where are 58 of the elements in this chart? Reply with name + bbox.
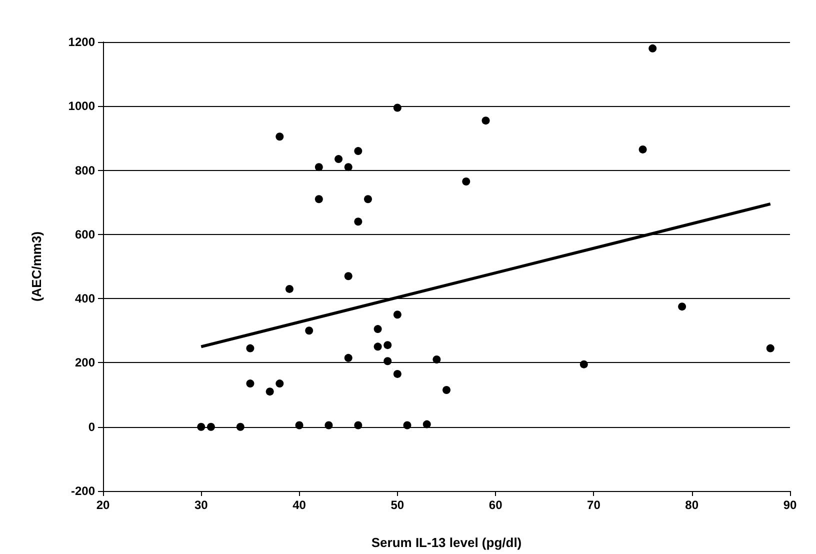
point bbox=[354, 421, 362, 430]
point bbox=[374, 325, 382, 334]
point bbox=[393, 370, 402, 378]
point bbox=[374, 342, 382, 351]
point bbox=[206, 422, 215, 431]
y-tick-label: 400 bbox=[74, 292, 96, 306]
point bbox=[638, 145, 647, 154]
point bbox=[276, 380, 284, 388]
y-tick-label: 600 bbox=[74, 227, 96, 242]
point bbox=[236, 422, 244, 431]
point bbox=[766, 344, 774, 352]
x-tick-label: 50 bbox=[390, 498, 404, 512]
y-tick-label: 800 bbox=[74, 163, 96, 178]
point bbox=[364, 195, 372, 204]
point bbox=[305, 326, 314, 335]
x-tick-label: 20 bbox=[96, 498, 110, 512]
point bbox=[482, 116, 490, 125]
point bbox=[648, 44, 657, 52]
point bbox=[344, 354, 352, 362]
y-tick-label: 200 bbox=[74, 356, 96, 370]
x-tick-label: 60 bbox=[488, 498, 503, 512]
x-tick-label: 90 bbox=[783, 498, 797, 512]
point bbox=[354, 218, 362, 226]
point bbox=[354, 147, 362, 156]
point bbox=[246, 380, 254, 388]
point bbox=[314, 195, 323, 204]
x-tick-label: 80 bbox=[685, 498, 699, 512]
y-tick-label: 0 bbox=[88, 420, 96, 434]
point bbox=[266, 388, 274, 396]
point bbox=[285, 284, 294, 293]
point bbox=[314, 163, 323, 172]
y-tick-label: -200 bbox=[70, 484, 96, 498]
y-tick-label: 1200 bbox=[68, 35, 96, 49]
y-axis-title: (AEC/mm3) bbox=[29, 231, 44, 302]
point bbox=[393, 104, 402, 112]
point bbox=[432, 356, 441, 364]
point bbox=[384, 341, 392, 350]
point bbox=[580, 360, 588, 368]
x-tick-label: 70 bbox=[587, 498, 601, 512]
point bbox=[344, 272, 352, 280]
point bbox=[462, 178, 470, 186]
point bbox=[295, 421, 304, 430]
point bbox=[403, 421, 412, 430]
point bbox=[344, 163, 352, 172]
y-tick-label: 1000 bbox=[68, 99, 96, 114]
point bbox=[442, 386, 450, 394]
point bbox=[324, 421, 333, 430]
point bbox=[334, 155, 343, 164]
point bbox=[246, 344, 254, 352]
point bbox=[276, 132, 284, 141]
point bbox=[678, 302, 686, 311]
point bbox=[393, 310, 402, 319]
x-tick-label: 30 bbox=[194, 498, 208, 512]
x-axis-title: Serum IL-13 level (pg/dl) bbox=[371, 535, 522, 550]
point bbox=[384, 357, 392, 366]
point bbox=[422, 420, 431, 428]
point bbox=[197, 422, 206, 431]
x-tick-label: 40 bbox=[292, 498, 306, 512]
